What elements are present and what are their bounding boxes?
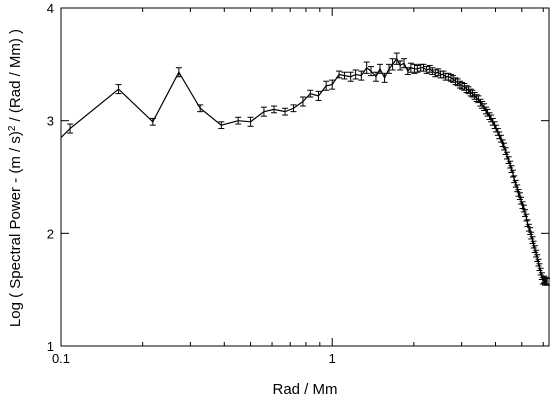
error-bar: [397, 60, 404, 71]
error-bar: [516, 192, 523, 201]
error-bar: [534, 254, 541, 262]
error-bar: [426, 64, 433, 73]
y-tick-label: 4: [47, 1, 54, 16]
error-bar: [512, 179, 519, 188]
error-bar: [270, 105, 277, 114]
x-axis-ticks: 0.1 1: [52, 8, 544, 366]
error-bar: [115, 84, 122, 95]
error-bar: [529, 236, 536, 244]
error-bar: [290, 104, 297, 113]
error-bar: [429, 67, 436, 75]
error-bar: [503, 151, 510, 160]
error-bar: [347, 71, 354, 82]
error-bar: [514, 184, 521, 193]
error-bar: [423, 66, 430, 74]
error-bar: [502, 147, 509, 155]
plot-border: [60, 7, 550, 347]
error-bar: [260, 106, 267, 117]
error-bar: [414, 64, 421, 73]
error-bar: [530, 240, 537, 249]
error-bar: [404, 67, 411, 75]
error-bar: [533, 249, 540, 258]
y-axis-ticks: 1 2 3 4: [47, 1, 549, 354]
error-bar: [520, 204, 527, 213]
error-bar: [536, 263, 543, 272]
error-bar: [535, 258, 542, 267]
plot-frame: [60, 7, 550, 347]
error-bar: [531, 245, 538, 253]
error-bar: [149, 117, 156, 126]
error-bar: [336, 70, 343, 79]
error-bar: [372, 71, 379, 82]
error-bar: [299, 96, 306, 107]
error-bar: [450, 75, 457, 83]
error-bar: [307, 89, 314, 98]
error-bar: [329, 79, 336, 90]
error-bar: [341, 71, 348, 80]
error-bar: [505, 156, 512, 164]
y-tick-label: 3: [47, 114, 54, 129]
x-axis-label: Rad / Mm: [272, 381, 337, 398]
error-bar: [218, 121, 225, 130]
error-bar: [282, 107, 289, 116]
y-tick-label: 2: [47, 226, 54, 241]
error-bar: [352, 69, 359, 80]
error-bar: [389, 58, 396, 71]
error-bar: [527, 227, 534, 235]
error-bar: [393, 52, 400, 65]
y-tick-label: 1: [47, 339, 54, 354]
error-bar: [508, 165, 515, 173]
error-bar: [175, 67, 182, 78]
error-bar: [407, 62, 414, 73]
error-bar: [528, 231, 535, 240]
error-bar: [420, 63, 427, 72]
error-bar: [315, 90, 322, 101]
error-bar: [511, 175, 518, 184]
error-bar: [386, 63, 393, 74]
error-bar: [247, 116, 254, 127]
error-bar: [522, 209, 529, 217]
error-bar: [323, 80, 330, 91]
error-bar: [367, 66, 374, 77]
error-bar: [358, 70, 365, 81]
data-series: [60, 52, 551, 286]
x-tick-label: 1: [329, 351, 336, 366]
error-bar: [197, 104, 204, 113]
error-bar: [537, 267, 544, 276]
x-tick-label: 0.1: [52, 351, 70, 366]
error-bar: [544, 277, 551, 286]
y-axis-label: Log ( Spectral Power - (m / s)2 / (Rad /…: [7, 29, 25, 327]
error-bar: [518, 196, 525, 205]
error-bar: [363, 61, 370, 74]
error-bar: [67, 123, 74, 134]
error-bar: [235, 116, 242, 125]
error-bar: [524, 219, 531, 228]
error-bar: [507, 160, 514, 169]
